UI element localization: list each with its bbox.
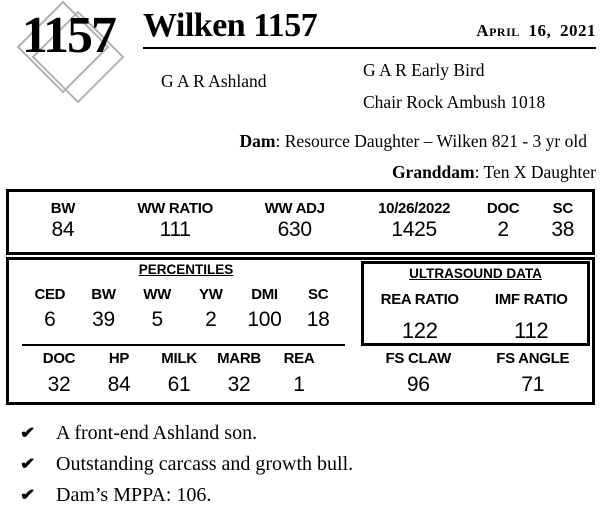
pct-header-sc: SC <box>308 286 329 303</box>
section-divider <box>22 344 345 346</box>
pct-value-yw: 2 <box>205 308 217 331</box>
perf-value-bw: 84 <box>51 218 75 241</box>
perf-header-sc: SC <box>552 200 574 217</box>
double-diamond-icon <box>16 0 125 104</box>
perf-header-bw: BW <box>50 200 76 217</box>
perf-col-weigh-date: 10/26/2022 1425 <box>356 192 473 242</box>
granddam-label: Granddam <box>391 162 475 182</box>
epd-header-marb: MARB <box>217 350 261 367</box>
pct-header-bw: BW <box>91 286 116 303</box>
perf-col-bw: BW 84 <box>9 192 117 242</box>
perf-value-doc: 2 <box>497 218 509 241</box>
pct-header-ced: CED <box>34 286 66 303</box>
foot-score-headers: FS CLAW FS ANGLE <box>361 350 590 367</box>
dam-block: Dam: Resource Daughter – Wilken 821 - 3 … <box>0 126 601 188</box>
ultrasound-headers: REA RATIO IMF RATIO <box>364 291 587 308</box>
notes-list: ✔ A front-end Ashland son. ✔ Outstanding… <box>20 418 353 507</box>
us-value-rea-ratio: 122 <box>401 318 438 343</box>
perf-header-ww-adj: WW ADJ <box>264 200 325 217</box>
note-text: Dam’s MPPA: 106. <box>56 484 212 506</box>
us-value-imf-ratio: 112 <box>514 318 549 343</box>
epd-value-hp: 84 <box>107 373 131 396</box>
dam-text: : Resource Daughter – Wilken 821 - 3 yr … <box>275 131 587 151</box>
perf-value-sc: 38 <box>551 218 575 241</box>
epd-row2-headers: DOC HP MILK MARB REA <box>29 350 329 367</box>
epd-header-doc: DOC <box>42 350 76 367</box>
check-icon: ✔ <box>20 456 36 473</box>
pct-header-ww: WW <box>143 286 172 303</box>
ultrasound-values: 122 112 <box>364 317 587 344</box>
perf-col-ww-adj: WW ADJ 630 <box>233 192 355 242</box>
epd-value-rea: 1 <box>293 373 305 396</box>
list-item: ✔ Outstanding carcass and growth bull. <box>20 449 353 480</box>
pct-value-ced: 6 <box>44 308 56 331</box>
lot-number: 1157 <box>21 7 117 64</box>
pct-value-bw: 39 <box>92 308 115 331</box>
header-block: Wilken 1157 April 16, 2021 G A R Ashland… <box>143 8 596 118</box>
foot-value-fs-angle: 71 <box>521 373 545 396</box>
sire-name: G A R Ashland <box>161 70 267 91</box>
granddam-line: Granddam: Ten X Daughter <box>0 157 601 188</box>
perf-header-ww-ratio: WW RATIO <box>137 200 213 217</box>
epd-header-milk: MILK <box>161 350 197 367</box>
perf-header-doc: DOC <box>486 200 520 217</box>
perf-value-ww-ratio: 111 <box>159 218 191 241</box>
epd-value-marb: 32 <box>227 373 251 396</box>
perf-col-ww-ratio: WW RATIO 111 <box>117 192 234 242</box>
pct-value-dmi: 100 <box>247 308 282 331</box>
paternal-granddam: Chair Rock Ambush 1018 <box>363 91 546 112</box>
sire-parents: G A R Early Bird Chair Rock Ambush 1018 <box>363 54 596 118</box>
foot-value-fs-claw: 96 <box>406 373 430 396</box>
foot-header-fs-claw: FS CLAW <box>385 350 452 367</box>
ultrasound-box: ULTRASOUND DATA REA RATIO IMF RATIO 122 … <box>361 261 590 346</box>
perf-value-ww-adj: 630 <box>277 218 312 241</box>
foot-header-fs-angle: FS ANGLE <box>496 350 570 367</box>
us-header-imf-ratio: IMF RATIO <box>494 291 568 308</box>
epd-header-hp: HP <box>108 350 130 367</box>
perf-value-weigh-date: 1425 <box>391 218 437 241</box>
performance-table: BW 84 WW RATIO 111 WW ADJ 630 10/26/2022… <box>6 189 595 255</box>
percentiles-headers: CED BW WW YW DMI SC <box>23 286 345 303</box>
epd-value-doc: 32 <box>47 373 71 396</box>
pct-header-dmi: DMI <box>251 286 278 303</box>
dam-line: Dam: Resource Daughter – Wilken 821 - 3 … <box>0 126 601 157</box>
epd-value-milk: 61 <box>167 373 191 396</box>
us-header-rea-ratio: REA RATIO <box>380 291 459 308</box>
note-text: Outstanding carcass and growth bull. <box>56 453 354 475</box>
perf-col-sc: SC 38 <box>534 192 592 242</box>
percentiles-values: 6 39 5 2 100 18 <box>23 308 345 332</box>
list-item: ✔ A front-end Ashland son. <box>20 418 353 449</box>
title-row: Wilken 1157 April 16, 2021 <box>143 8 596 49</box>
granddam-text: : Ten X Daughter <box>474 162 596 182</box>
pct-value-ww: 5 <box>151 308 163 331</box>
percentiles-title: PERCENTILES <box>138 262 234 277</box>
pct-header-yw: YW <box>199 286 223 303</box>
list-item: ✔ Dam’s MPPA: 106. <box>20 480 353 507</box>
epd-table: PERCENTILES CED BW WW YW DMI SC 6 39 5 2… <box>6 257 595 405</box>
foot-score-values: 96 71 <box>361 373 590 397</box>
dam-label: Dam <box>239 131 276 151</box>
note-text: A front-end Ashland son. <box>56 422 258 444</box>
perf-header-weigh-date: 10/26/2022 <box>378 200 451 217</box>
epd-row2-values: 32 84 61 32 1 <box>29 373 329 397</box>
pct-value-sc: 18 <box>306 308 330 331</box>
epd-header-rea: REA <box>283 350 315 367</box>
ultrasound-title: ULTRASOUND DATA <box>409 266 542 281</box>
paternal-grandsire: G A R Early Bird <box>363 59 485 80</box>
perf-col-doc: DOC 2 <box>472 192 533 242</box>
page-title: Wilken 1157 <box>143 7 318 44</box>
check-icon: ✔ <box>20 487 36 504</box>
check-icon: ✔ <box>20 425 36 442</box>
pedigree-row: G A R Ashland G A R Early Bird Chair Roc… <box>143 49 596 118</box>
sale-date: April 16, 2021 <box>476 20 596 40</box>
lot-tag-diamond-logo: 1157 <box>6 0 131 105</box>
